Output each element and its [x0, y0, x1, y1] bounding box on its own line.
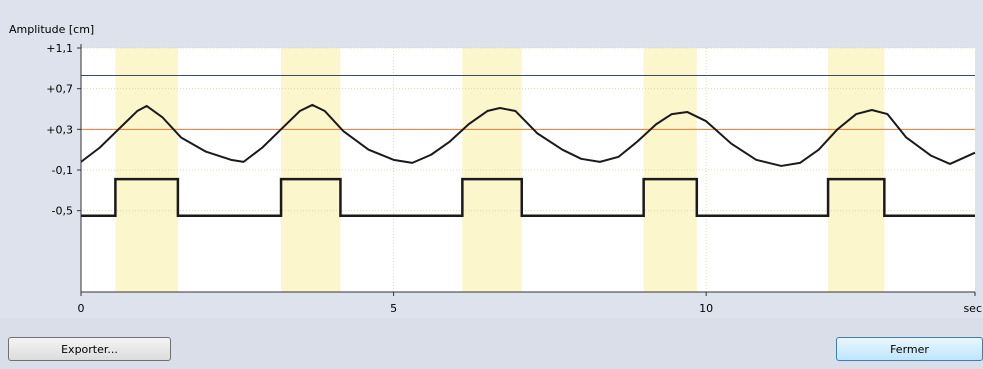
stimulus-square-wave	[81, 177, 975, 217]
amplitude-chart: Amplitude [cm] +1,1 +0,7 +0,3 -0,1 -0,5 0 5 10 se…	[9, 23, 982, 315]
highlight-band-0	[115, 48, 178, 292]
x-tick-label-0: 0	[78, 302, 85, 315]
y-tick-label-4: -0,5	[52, 205, 73, 218]
y-tick-label-2: +0,3	[46, 123, 73, 136]
close-button[interactable]: Fermer	[836, 337, 983, 361]
chart-panel: Amplitude [cm] +1,1 +0,7 +0,3 -0,1 -0,5 0 5 10 se…	[9, 23, 982, 315]
highlight-band-1	[281, 48, 341, 292]
y-tick-label-1: +0,7	[46, 83, 73, 96]
y-tick-label-3: -0,1	[52, 164, 73, 177]
highlight-band-4	[828, 48, 885, 292]
x-tick-label-3: sec	[963, 302, 982, 315]
y-axis-label: Amplitude [cm]	[9, 23, 94, 36]
export-button[interactable]: Exporter...	[8, 337, 171, 361]
x-tick-label-2: 10	[699, 302, 713, 315]
x-tick-label-1: 5	[390, 302, 397, 315]
amplitude-curve	[80, 103, 976, 167]
y-tick-label-0: +1,1	[46, 42, 73, 55]
